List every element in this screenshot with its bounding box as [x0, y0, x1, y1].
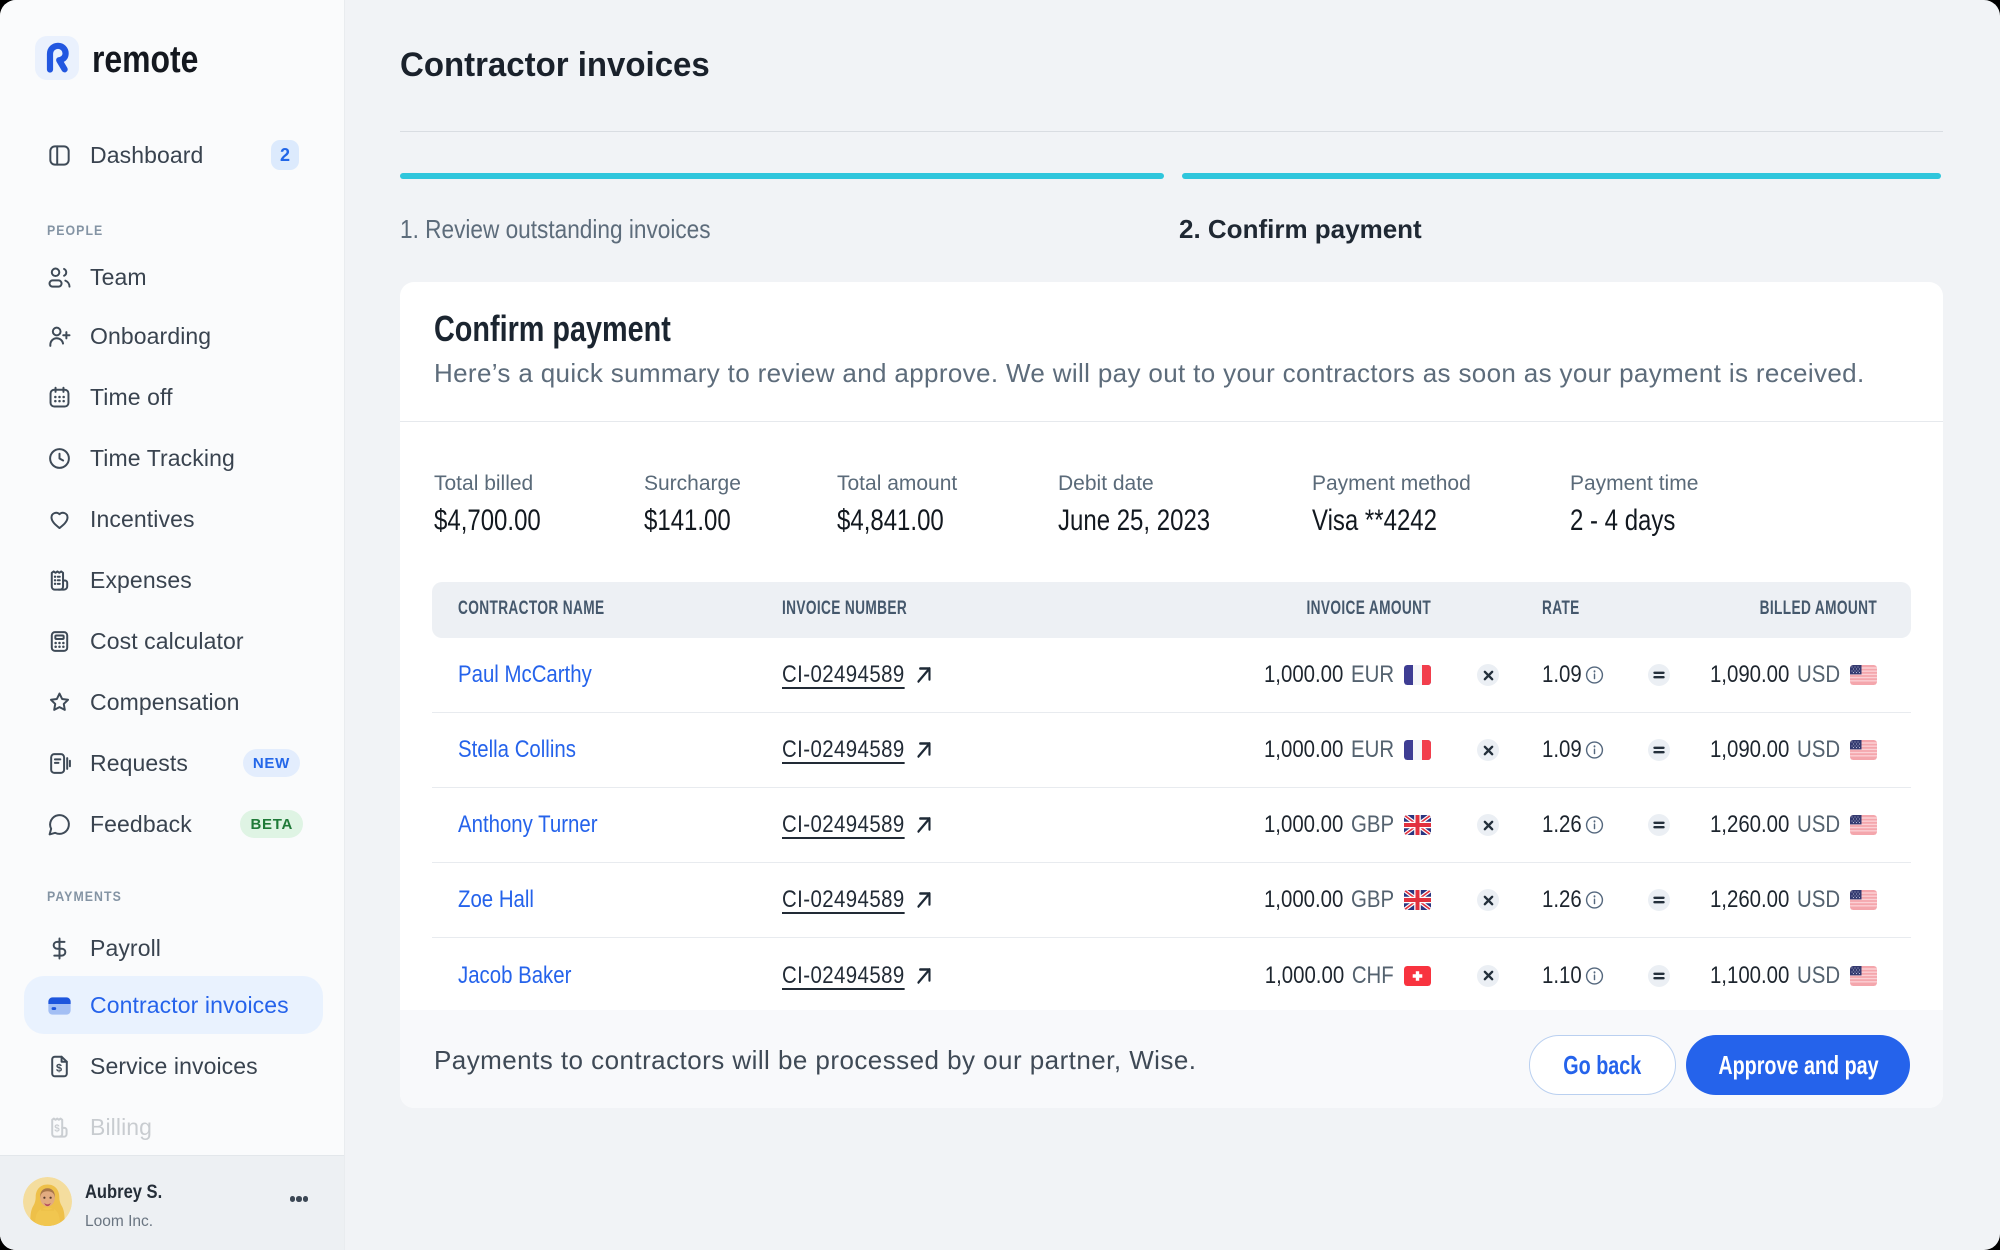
- svg-text:$: $: [54, 1123, 60, 1134]
- svg-text:$: $: [56, 1062, 62, 1074]
